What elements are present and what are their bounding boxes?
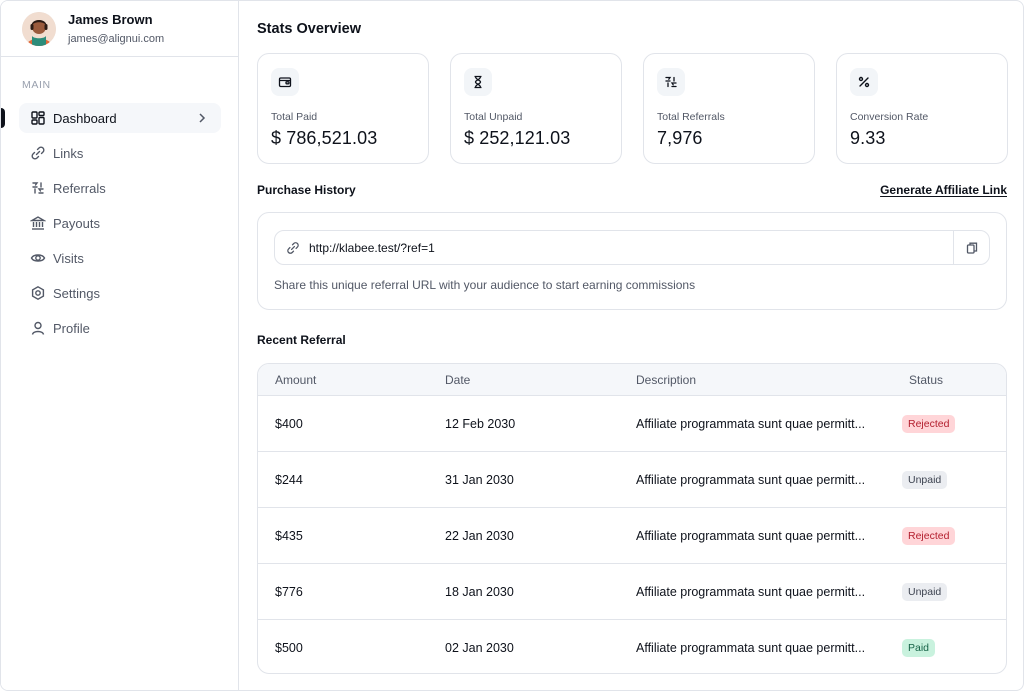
referrals-icon [32,182,44,194]
recent-referral-title: Recent Referral [257,333,346,347]
purchase-history-title: Purchase History [257,183,356,197]
stat-label: Total Referrals [657,111,725,123]
user-icon [31,321,45,335]
cell-amount: $776 [275,585,303,599]
stat-icon-badge [271,68,299,96]
cell-description: Affiliate programmata sunt quae permitt.… [636,641,866,655]
status-badge: Unpaid [902,583,948,601]
stat-value: $ 786,521.03 [271,128,378,148]
percent-icon [858,76,870,88]
table-row[interactable]: $500 02 Jan 2030 Affiliate programmata s… [258,619,1006,673]
sidebar: James Brown james@alignui.com MAIN Dashb… [1,1,239,690]
stat-label: Conversion Rate [850,111,929,123]
link-icon [287,242,299,254]
sidebar-item-label: Dashboard [53,111,117,126]
status-badge: Unpaid [902,471,948,489]
table-row[interactable]: $776 18 Jan 2030 Affiliate programmata s… [258,563,1006,619]
recent-referral-table: Amount Date Description Status $400 12 F… [257,363,1007,674]
referrals-icon [665,76,677,88]
sidebar-item-label: Settings [53,286,100,301]
table-row[interactable]: $244 31 Jan 2030 Affiliate programmata s… [258,451,1006,507]
sidebar-item-links[interactable]: Links [19,138,221,168]
cell-description: Affiliate programmata sunt quae permitt.… [636,473,866,487]
copy-icon [966,242,977,254]
sidebar-item-profile[interactable]: Profile [19,313,221,343]
cell-description: Affiliate programmata sunt quae permitt.… [636,585,866,599]
referral-url-text: http://klabee.test/?ref=1 [309,241,435,255]
cell-date: 12 Feb 2030 [445,417,516,431]
table-row[interactable]: $400 12 Feb 2030 Affiliate programmata s… [258,395,1006,451]
sidebar-item-label: Profile [53,321,90,336]
column-header-date: Date [445,373,471,387]
cell-description: Affiliate programmata sunt quae permitt.… [636,529,866,543]
table-header: Amount Date Description Status [258,364,1006,395]
copy-button[interactable] [953,231,989,264]
hourglass-icon [474,75,482,89]
stat-icon-badge [464,68,492,96]
sidebar-item-label: Referrals [53,181,106,196]
cell-date: 02 Jan 2030 [445,641,514,655]
column-header-description: Description [636,373,697,387]
bank-icon [30,216,46,230]
cell-date: 22 Jan 2030 [445,529,514,543]
stat-value: $ 252,121.03 [464,128,571,148]
gear-icon [31,285,45,301]
avatar [22,12,56,46]
stat-icon-badge [657,68,685,96]
dashboard-icon [31,111,45,125]
link-icon [31,146,45,160]
cell-amount: $400 [275,417,303,431]
chevron-right-icon [199,113,206,123]
sidebar-item-label: Visits [53,251,84,266]
cell-amount: $435 [275,529,303,543]
status-badge: Rejected [902,527,956,545]
stat-icon-badge [850,68,878,96]
cell-date: 18 Jan 2030 [445,585,514,599]
stat-card-total-paid: Total Paid $ 786,521.03 [257,53,429,164]
stat-label: Total Unpaid [464,111,523,123]
sidebar-item-label: Payouts [53,216,100,231]
stat-card-total-unpaid: Total Unpaid $ 252,121.03 [450,53,622,164]
page-title: Stats Overview [257,21,361,37]
sidebar-item-label: Links [53,146,84,161]
sidebar-item-referrals[interactable]: Referrals [19,173,221,203]
referral-url-card: http://klabee.test/?ref=1 Share this uni… [257,212,1007,310]
user-name: James Brown [68,12,153,27]
sidebar-item-settings[interactable]: Settings [19,278,221,308]
stat-value: 9.33 [850,128,886,148]
column-header-status: Status [909,373,944,387]
stat-card-total-referrals: Total Referrals 7,976 [643,53,815,164]
wallet-icon [278,77,292,88]
generate-affiliate-link[interactable]: Generate Affiliate Link [880,183,1007,197]
status-badge: Paid [902,639,936,657]
column-header-amount: Amount [275,373,317,387]
cell-date: 31 Jan 2030 [445,473,514,487]
main-content: Stats Overview Total Paid $ 786,521.03 T… [239,1,1023,690]
referral-url-field[interactable]: http://klabee.test/?ref=1 [274,230,990,265]
stat-value: 7,976 [657,128,703,148]
eye-icon [30,254,46,262]
cell-amount: $500 [275,641,303,655]
active-indicator [1,108,5,128]
table-row[interactable]: $435 22 Jan 2030 Affiliate programmata s… [258,507,1006,563]
sidebar-section-label: MAIN [22,79,51,91]
user-profile-header[interactable]: James Brown james@alignui.com [1,1,239,57]
status-badge: Rejected [902,415,956,433]
sidebar-item-visits[interactable]: Visits [19,243,221,273]
stat-card-conversion-rate: Conversion Rate 9.33 [836,53,1008,164]
stat-label: Total Paid [271,111,318,123]
referral-hint: Share this unique referral URL with your… [274,278,696,292]
sidebar-item-dashboard[interactable]: Dashboard [19,103,221,133]
user-email: james@alignui.com [68,33,165,45]
cell-description: Affiliate programmata sunt quae permitt.… [636,417,866,431]
sidebar-item-payouts[interactable]: Payouts [19,208,221,238]
cell-amount: $244 [275,473,303,487]
